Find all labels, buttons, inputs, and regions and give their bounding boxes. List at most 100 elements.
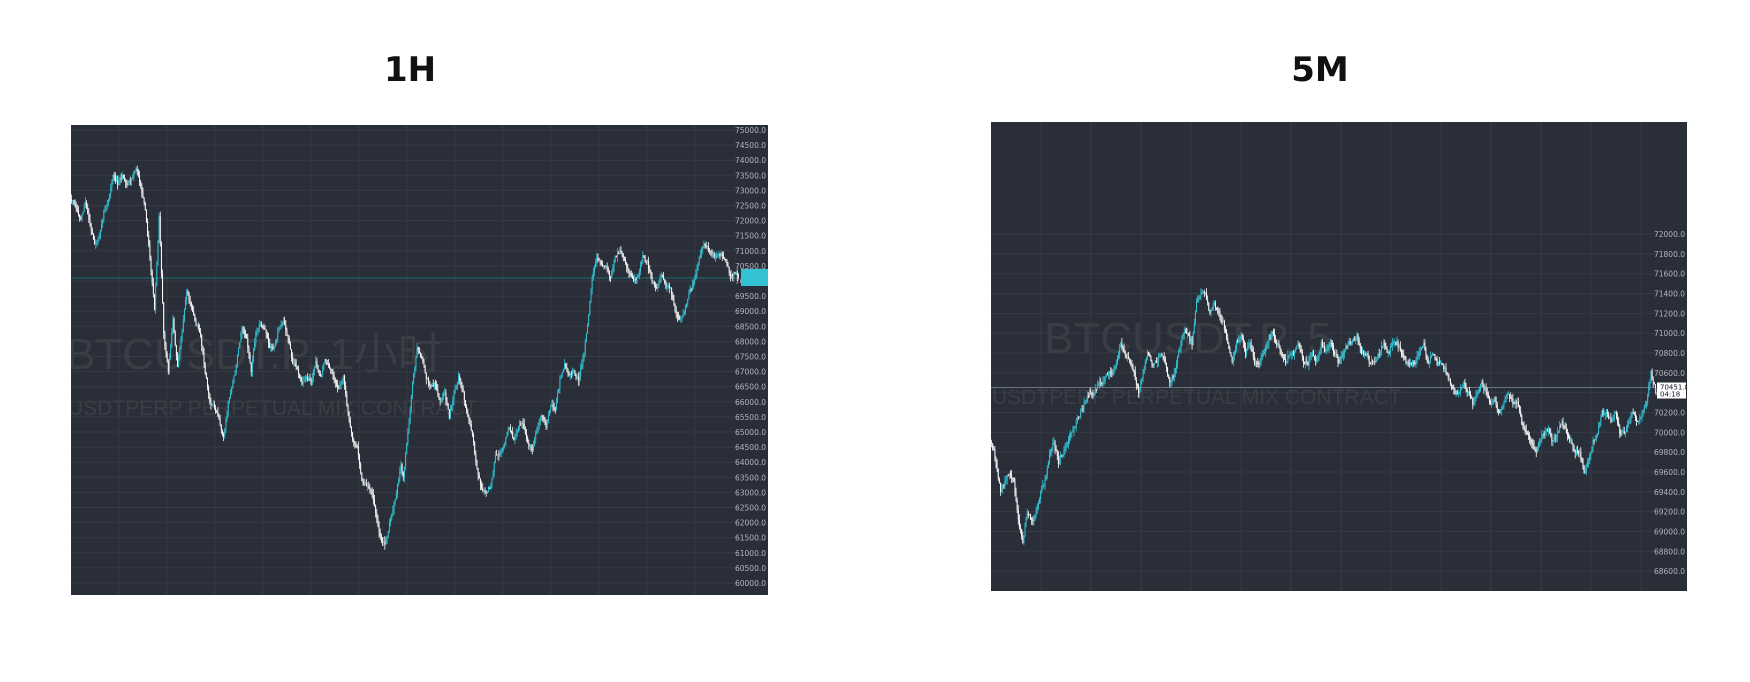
candle-body xyxy=(733,272,735,277)
candle-body xyxy=(610,276,612,278)
candle-body xyxy=(1084,402,1086,404)
y-tick-label: 70800.0 xyxy=(1654,349,1685,358)
candle-body xyxy=(414,366,416,374)
candle-body xyxy=(1189,336,1191,341)
candle-body xyxy=(441,396,443,400)
candle-body xyxy=(638,271,640,276)
candle-body xyxy=(292,356,294,364)
candle-body xyxy=(696,269,698,274)
candle-body xyxy=(653,281,655,286)
candle-body xyxy=(1618,421,1620,427)
candle-body xyxy=(1560,425,1562,427)
candle-body xyxy=(1270,334,1272,339)
y-tick-label: 72500.0 xyxy=(735,202,766,211)
y-tick-label: 74500.0 xyxy=(735,141,766,150)
candle-body xyxy=(1056,450,1058,456)
candle-body xyxy=(567,368,569,374)
candle-body xyxy=(115,180,117,182)
candle-body xyxy=(1009,473,1011,476)
candle-body xyxy=(1203,291,1205,295)
candle-body xyxy=(406,443,408,454)
candle-body xyxy=(482,488,484,491)
candle-body xyxy=(177,355,179,367)
candle-body xyxy=(637,275,639,277)
candle-body xyxy=(1523,425,1525,429)
candle-body xyxy=(1413,362,1415,364)
candle-body xyxy=(535,433,537,439)
candle-body xyxy=(1571,440,1573,445)
candle-body xyxy=(1072,431,1074,433)
candle-body xyxy=(1593,440,1595,442)
candle-body xyxy=(92,233,94,240)
price-axis[interactable]: 72000.0 71800.0 71600.0 71400.0 71200.0 71000… xyxy=(1654,230,1685,576)
candle-body xyxy=(994,450,996,458)
candle-body xyxy=(1294,352,1296,355)
candle-body xyxy=(249,354,251,364)
candle-body xyxy=(1360,347,1362,354)
candle-body xyxy=(1402,354,1404,356)
candle-body xyxy=(645,261,647,263)
candle-body xyxy=(1112,370,1114,374)
candle-body xyxy=(663,276,665,280)
candlestick-chart-1h[interactable]: BTCUSDT.P, 1小时 USDTPERP PERPETUAL MIX CON… xyxy=(71,125,768,595)
candle-body xyxy=(1473,401,1475,405)
candle-body xyxy=(1279,346,1281,351)
candle-body xyxy=(459,376,461,381)
candle-body xyxy=(1417,355,1419,357)
candle-body xyxy=(1354,338,1356,340)
candle-body xyxy=(512,431,514,437)
candle-body xyxy=(1412,362,1414,364)
candle-body xyxy=(1437,361,1439,366)
y-tick-label: 64500.0 xyxy=(735,443,766,452)
candle-body xyxy=(681,317,683,319)
candle-body xyxy=(370,488,372,492)
candle-body xyxy=(1233,351,1235,356)
candle-body xyxy=(1059,460,1061,464)
candle-body xyxy=(1036,508,1038,510)
candle-body xyxy=(1470,393,1472,398)
candle-body xyxy=(1095,388,1097,390)
candle-body xyxy=(585,333,587,342)
candle-body xyxy=(1260,358,1262,363)
candle-body xyxy=(706,246,708,248)
candle-body xyxy=(317,365,319,370)
candle-body xyxy=(1086,395,1088,402)
candle-body xyxy=(1520,411,1522,416)
y-tick-label: 69500.0 xyxy=(735,292,766,301)
candle-body xyxy=(516,430,518,432)
candle-body xyxy=(234,370,236,376)
candle-body xyxy=(1611,419,1613,423)
y-tick-label: 71200.0 xyxy=(1654,309,1685,318)
candle-body xyxy=(1535,450,1537,452)
candle-body xyxy=(91,230,93,234)
candle-body xyxy=(272,348,274,350)
candle-body xyxy=(572,371,574,374)
candle-body xyxy=(1211,310,1213,312)
candle-body xyxy=(613,262,615,268)
candle-body xyxy=(595,263,597,268)
candle-body xyxy=(296,367,298,369)
candle-body xyxy=(468,416,470,422)
candle-body xyxy=(198,328,200,332)
candle-body xyxy=(721,253,723,257)
candle-body xyxy=(1129,358,1131,363)
candle-body xyxy=(72,200,74,202)
candle-body xyxy=(1157,361,1159,363)
candle-body xyxy=(1372,361,1374,363)
candle-body xyxy=(1654,384,1656,389)
candle-body xyxy=(1173,372,1175,378)
price-axis[interactable]: 75000.0 74500.0 74000.0 73500.0 73000.0 72500… xyxy=(735,126,766,588)
candle-body xyxy=(626,262,628,268)
y-tick-label: 67500.0 xyxy=(735,353,766,362)
candle-body xyxy=(376,512,378,519)
candle-body xyxy=(456,383,458,386)
candle-body xyxy=(1052,442,1054,449)
candle-body xyxy=(710,250,712,252)
candle-body xyxy=(1449,378,1451,385)
candle-body xyxy=(1125,354,1127,357)
last-price-tag xyxy=(1657,382,1686,399)
candle-body xyxy=(466,406,468,412)
candlestick-chart-5m[interactable]: BTCUSDT.P, 5 USDTPERP PERPETUAL MIX CONTR… xyxy=(991,122,1687,591)
candle-body xyxy=(1055,449,1057,451)
candle-body xyxy=(1494,400,1496,402)
